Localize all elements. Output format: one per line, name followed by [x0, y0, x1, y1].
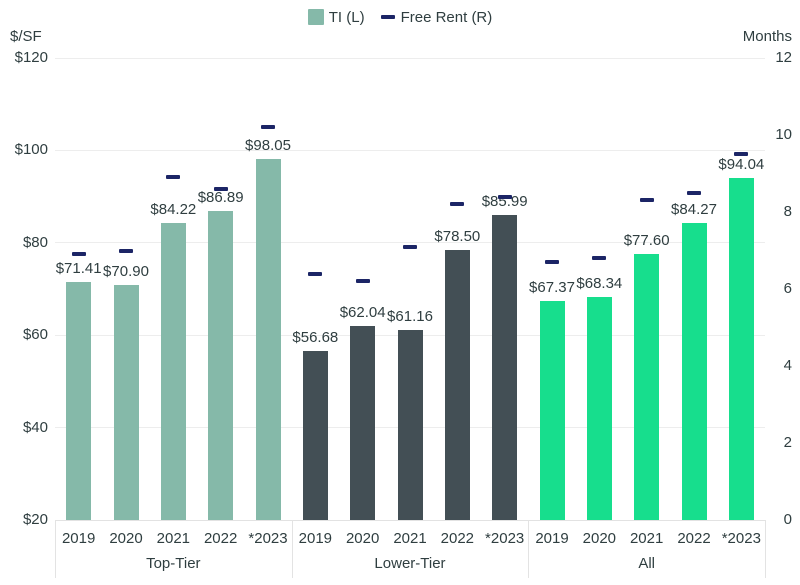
bar-value-label: $68.34 [576, 274, 623, 292]
free-rent-legend-label: Free Rent (R) [400, 8, 493, 26]
year-label: *2023 [485, 530, 525, 547]
left-axis-title: $/SF [10, 28, 42, 45]
right-axis-tick: 10 [775, 126, 792, 143]
free-rent-marker [355, 279, 370, 284]
gridline [55, 57, 765, 59]
right-axis-tick: 0 [783, 511, 792, 528]
left-axis-tick: $20 [22, 511, 48, 528]
right-axis-tick: 2 [783, 434, 792, 451]
year-label: 2022 [440, 530, 475, 547]
free-rent-marker [308, 271, 323, 276]
gridline [55, 242, 765, 244]
legend: TI (L) Free Rent (R) [0, 6, 800, 28]
free-rent-marker [639, 198, 654, 203]
year-label: 2020 [345, 530, 380, 547]
bar-value-label: $84.22 [150, 201, 197, 219]
ti-bar [492, 215, 518, 520]
free-rent-marker [119, 248, 133, 253]
year-label: 2021 [393, 530, 427, 547]
free-rent-legend-marker [380, 15, 395, 19]
group-label: Lower-Tier [374, 555, 446, 572]
ti-bar [255, 159, 281, 520]
right-axis-title: Months [742, 28, 792, 45]
year-label: 2022 [677, 530, 711, 547]
group-label: All [638, 555, 655, 572]
right-axis-tick: 12 [775, 49, 792, 66]
ti-bar [397, 329, 423, 520]
bar-value-label: $77.60 [623, 231, 670, 249]
ti-bar [208, 210, 234, 520]
year-label: 2019 [298, 530, 333, 547]
free-rent-marker [592, 256, 607, 261]
group-separator [528, 520, 530, 578]
free-rent-marker [545, 260, 559, 265]
free-rent-marker [166, 175, 181, 180]
group-separator [55, 520, 56, 578]
ti-bar [728, 177, 754, 520]
left-axis-tick: $40 [22, 418, 48, 436]
year-label: 2021 [629, 530, 664, 547]
year-label: 2020 [109, 530, 143, 547]
bar-value-label: $78.50 [434, 227, 481, 245]
free-rent-marker [450, 202, 465, 207]
bar-value-label: $86.89 [197, 188, 244, 206]
ti-bar [681, 223, 707, 520]
ti-bar [66, 282, 92, 520]
bar-value-label: $84.27 [671, 201, 717, 219]
bar-value-label: $71.41 [55, 260, 102, 278]
free-rent-marker [403, 244, 417, 249]
group-label: Top-Tier [146, 555, 201, 572]
free-rent-marker [687, 190, 701, 195]
bar-value-label: $94.04 [718, 155, 765, 173]
ti-bar [350, 325, 376, 520]
left-axis-tick: $120 [14, 49, 48, 66]
bar-value-label: $56.68 [292, 328, 339, 346]
free-rent-marker [261, 125, 275, 130]
group-separator [291, 520, 293, 578]
left-axis-tick: $80 [22, 233, 48, 251]
group-separator [765, 520, 766, 578]
bar-value-label: $61.16 [387, 307, 433, 325]
left-axis-tick: $100 [14, 141, 48, 159]
year-label: *2023 [721, 530, 761, 547]
year-label: *2023 [248, 530, 288, 547]
ti-bar [539, 301, 565, 520]
bar-value-label: $62.04 [339, 303, 386, 321]
ti-legend-label: TI (L) [328, 8, 365, 26]
ti-bar [160, 223, 186, 520]
bar-value-label: $70.90 [103, 262, 149, 280]
ti-bar [444, 249, 470, 520]
bar-value-label: $98.05 [245, 137, 291, 155]
free-rent-marker [213, 186, 228, 191]
right-axis-tick: 4 [783, 357, 792, 374]
ti-bar [634, 253, 660, 520]
year-label: 2022 [203, 530, 238, 547]
year-label: 2021 [156, 530, 191, 547]
free-rent-marker [71, 252, 86, 257]
left-axis-tick: $60 [22, 326, 48, 344]
gridline [55, 149, 765, 151]
year-label: 2019 [61, 530, 96, 547]
bar-value-label: $67.37 [529, 279, 575, 297]
ti-bar [302, 350, 328, 520]
gridline [55, 519, 765, 521]
free-rent-marker [497, 194, 512, 199]
year-label: 2019 [535, 530, 569, 547]
year-label: 2020 [582, 530, 617, 547]
bar-value-label: $85.99 [481, 193, 528, 211]
ti-bar [586, 296, 612, 520]
ti-bar [113, 284, 139, 520]
right-axis-tick: 8 [783, 203, 792, 220]
right-axis-tick: 6 [783, 280, 792, 297]
ti-legend-swatch [307, 9, 324, 25]
free-rent-marker [734, 152, 749, 157]
